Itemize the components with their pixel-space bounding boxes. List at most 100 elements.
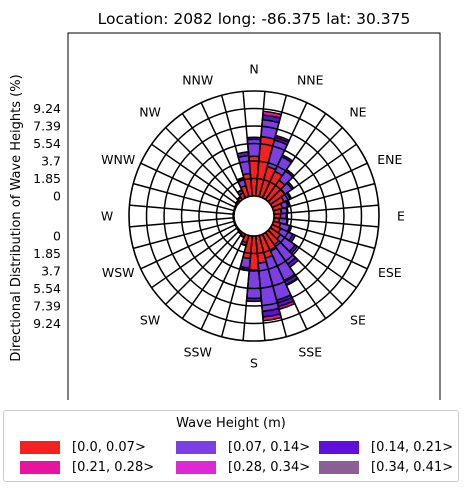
grid-spoke [264, 231, 327, 319]
grid-ring [180, 142, 328, 290]
grid-spoke [181, 113, 244, 201]
direction-label: NNE [297, 73, 324, 88]
direction-label: E [397, 209, 405, 224]
grid-spoke [261, 233, 308, 330]
radial-tick-label: 0 [53, 189, 61, 204]
grid-spoke [269, 143, 357, 206]
direction-label: SSW [184, 344, 212, 359]
bars-layer [232, 110, 300, 322]
polar-grid [128, 90, 380, 342]
center-hole [233, 195, 275, 237]
grid-spoke [242, 91, 254, 197]
radial-tick-label: 9.24 [33, 316, 61, 331]
direction-label: NE [349, 105, 366, 120]
grid-spoke [269, 226, 357, 289]
grid-spoke [220, 95, 250, 197]
grid-spoke [129, 216, 235, 228]
grid-spoke [273, 220, 375, 250]
grid-spoke [273, 204, 379, 216]
grid-spoke [133, 182, 235, 212]
direction-label: SW [140, 312, 160, 327]
legend-label: [0.14, 0.21> [371, 439, 454, 455]
bar-segment [285, 212, 289, 220]
legend-swatch [176, 460, 216, 474]
radial-tick-label: 9.24 [33, 101, 61, 116]
radial-tick-label: 5.54 [33, 136, 61, 151]
legend-label: [0.21, 0.28> [72, 459, 155, 475]
wind-rose-chart: Location: 2082 long: -86.375 lat: 30.375… [9, 10, 441, 400]
grid-spoke [271, 223, 368, 270]
grid-ring [215, 177, 293, 255]
grid-spoke [151, 143, 239, 206]
direction-label: WNW [101, 152, 135, 167]
direction-label: WSW [102, 265, 135, 280]
direction-label: SE [350, 312, 366, 327]
grid-spoke [200, 102, 247, 199]
direction-label: S [250, 356, 258, 371]
grid-spoke [181, 231, 244, 319]
grid-spoke [242, 235, 254, 341]
direction-label: NNW [182, 73, 213, 88]
grid-spoke [273, 216, 379, 228]
radial-tick-label: 1.85 [33, 171, 61, 186]
grid-spoke [140, 223, 237, 270]
direction-label: W [101, 209, 113, 224]
grid-spoke [165, 127, 241, 203]
direction-label: NW [139, 105, 161, 120]
legend-label: [0.34, 0.41> [371, 459, 454, 475]
legend-item: [0.0, 0.07> [20, 438, 146, 456]
legend-label: [0.0, 0.07> [72, 439, 146, 455]
grid-spoke [140, 162, 237, 209]
radial-tick-label: 7.39 [33, 119, 61, 134]
grid-spoke [254, 235, 266, 341]
legend-title: Wave Height (m) [176, 416, 286, 431]
legend-swatch [319, 460, 359, 474]
radial-tick-label: 3.7 [41, 264, 61, 279]
outer-ring [128, 90, 380, 342]
direction-label: SSE [298, 344, 322, 359]
legend-item: [0.34, 0.41> [319, 458, 453, 476]
grid-spoke [151, 226, 239, 289]
radial-tick-label: 3.7 [41, 153, 61, 168]
legend-swatch [20, 460, 60, 474]
radial-tick-label: 5.54 [33, 281, 61, 296]
labels-layer: N NNE NE ENE E ESE SE SSE S SSW SW WSW W WNW NW NNW 0 0 1.… [33, 62, 405, 371]
grid-spoke [267, 229, 343, 305]
bar-segment [245, 297, 263, 303]
radial-tick-label: 1.85 [33, 246, 61, 261]
grid-ring [145, 107, 363, 325]
plot-frame [67, 32, 441, 400]
grid-spoke [200, 233, 247, 330]
direction-label: ENE [377, 152, 402, 167]
direction-label: ESE [378, 265, 402, 280]
chart-title: Location: 2082 long: -86.375 lat: 30.375 [98, 10, 411, 28]
legend-swatch [319, 440, 359, 454]
grid-spoke [271, 162, 368, 209]
bar-segment [246, 136, 262, 141]
grid-spoke [165, 229, 241, 305]
grid-spoke [258, 95, 288, 197]
legend-label: [0.07, 0.14> [228, 439, 311, 455]
grid-spoke [264, 113, 327, 201]
grid-spoke [129, 204, 235, 216]
legend-swatch [20, 440, 60, 454]
grid-spoke [133, 220, 235, 250]
grid-spoke [273, 182, 375, 212]
radial-tick-label: 7.39 [33, 298, 61, 313]
legend-label: [0.28, 0.34> [228, 459, 311, 475]
grid-spoke [258, 235, 288, 337]
y-axis-label: Directional Distribution of Wave Heights… [9, 74, 24, 361]
legend-item: [0.28, 0.34> [176, 458, 310, 476]
legend-item: [0.07, 0.14> [176, 438, 310, 456]
grid-ring [163, 125, 345, 307]
grid-spoke [261, 102, 308, 199]
direction-label: N [249, 62, 258, 77]
radial-tick-label: 0 [53, 229, 61, 244]
legend-item: [0.21, 0.28> [20, 458, 154, 476]
grid-spoke [267, 127, 343, 203]
legend-item: [0.14, 0.21> [319, 438, 453, 456]
grid-ring [198, 160, 310, 272]
grid-spoke [220, 235, 250, 337]
legend-swatch [176, 440, 216, 454]
grid-spoke [254, 91, 266, 197]
